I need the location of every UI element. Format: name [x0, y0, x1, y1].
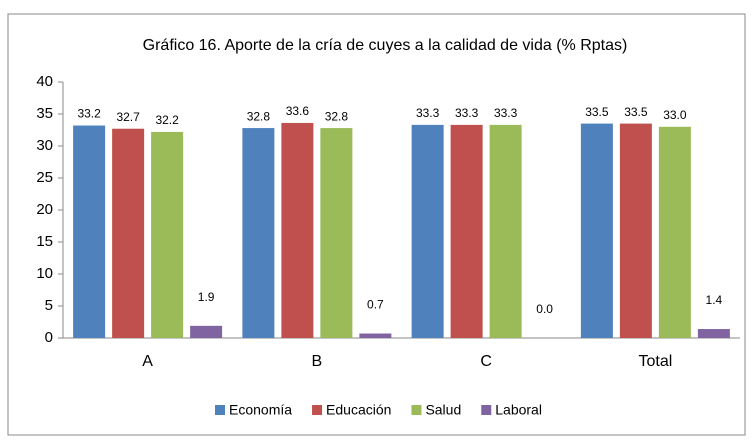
y-tick-label: 20 — [36, 201, 53, 218]
data-label: 33.3 — [455, 106, 479, 120]
bar — [359, 333, 392, 338]
y-tick-label: 0 — [45, 329, 53, 346]
data-label: 0.0 — [536, 302, 553, 316]
legend-label: Economía — [229, 402, 292, 418]
y-tick-label: 15 — [36, 233, 53, 250]
chart-title: Gráfico 16. Aporte de la cría de cuyes a… — [143, 37, 628, 54]
legend-swatch — [481, 405, 492, 415]
data-label: 1.9 — [198, 290, 215, 304]
bar — [697, 329, 730, 338]
bar — [619, 123, 652, 338]
x-tick-label: Total — [638, 353, 672, 370]
data-label: 32.7 — [116, 110, 140, 124]
y-tick-label: 30 — [36, 137, 53, 154]
legend-swatch — [215, 405, 225, 415]
bar — [151, 131, 184, 338]
bar — [320, 128, 353, 338]
data-label: 33.3 — [416, 106, 440, 120]
bar — [450, 124, 483, 338]
data-label: 33.6 — [286, 104, 310, 118]
bar — [658, 126, 691, 338]
x-tick-label: B — [312, 353, 323, 370]
bar — [281, 122, 314, 339]
bar — [73, 125, 106, 339]
data-label: 33.0 — [663, 108, 687, 122]
bar — [112, 128, 145, 338]
data-label: 33.5 — [624, 105, 648, 119]
y-tick-label: 25 — [36, 169, 53, 186]
bar — [580, 123, 613, 338]
data-label: 32.2 — [155, 113, 179, 127]
bar — [242, 128, 275, 338]
y-tick-label: 40 — [36, 73, 53, 90]
data-label: 33.2 — [77, 107, 101, 121]
y-tick-label: 35 — [36, 105, 53, 122]
data-label: 0.7 — [367, 298, 384, 312]
x-tick-label: C — [480, 353, 492, 370]
y-tick-label: 5 — [45, 297, 53, 314]
data-label: 33.3 — [494, 106, 518, 120]
y-tick-label: 10 — [36, 265, 53, 282]
bar — [489, 124, 522, 338]
data-label: 32.8 — [247, 109, 271, 123]
data-label: 1.4 — [706, 293, 723, 307]
legend-swatch — [411, 405, 422, 415]
legend-label: Educación — [326, 402, 391, 418]
legend-swatch — [312, 405, 323, 415]
legend-label: Salud — [425, 402, 461, 418]
legend-label: Laboral — [495, 402, 542, 418]
bar — [411, 124, 444, 338]
data-label: 33.5 — [585, 105, 609, 119]
x-tick-label: A — [142, 353, 153, 370]
data-label: 32.8 — [325, 109, 349, 123]
bar — [190, 325, 223, 338]
